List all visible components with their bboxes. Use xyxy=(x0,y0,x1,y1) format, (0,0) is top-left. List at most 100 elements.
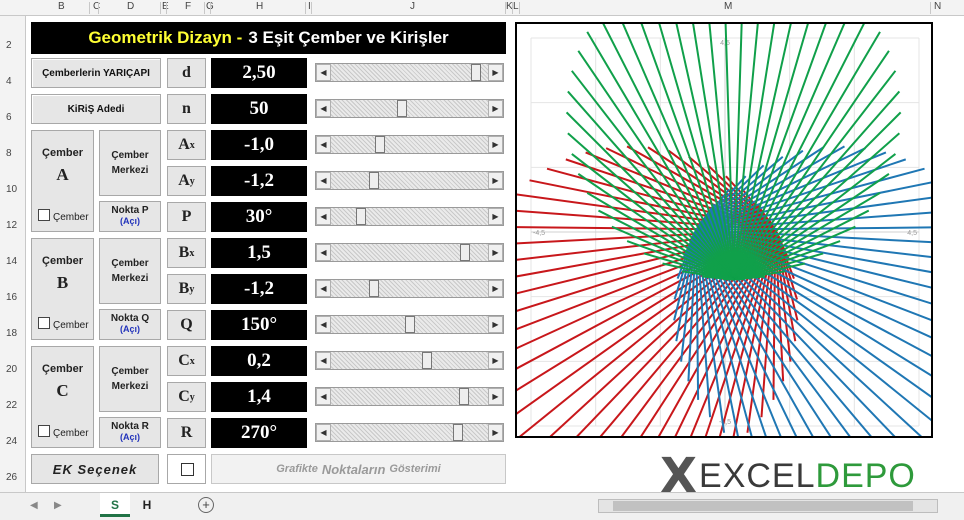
scroll-right-icon[interactable]: ▶ xyxy=(488,424,503,441)
param-slider-d[interactable]: ◀ ▶ xyxy=(315,63,504,82)
col-header-m[interactable]: M xyxy=(724,1,733,12)
scroll-right-icon[interactable]: ▶ xyxy=(488,388,503,405)
col-header-j[interactable]: J xyxy=(410,1,415,12)
angle-label: (Açı) xyxy=(120,432,140,442)
col-header-i[interactable]: I xyxy=(308,1,311,12)
param-value-q[interactable]: 150° xyxy=(211,310,307,340)
param-value-ax[interactable]: -1,0 xyxy=(211,130,307,160)
row-header[interactable]: 4 xyxy=(6,76,12,87)
param-value-ay[interactable]: -1,2 xyxy=(211,166,307,196)
sheet-tab-s[interactable]: S xyxy=(100,493,130,517)
group-letter: A xyxy=(56,165,69,184)
row-header[interactable]: 6 xyxy=(6,112,12,123)
chord-chart[interactable]: -4,5 4,5 4,5 -4,5 xyxy=(463,0,964,481)
col-header-n[interactable]: N xyxy=(934,1,942,12)
slider-thumb[interactable] xyxy=(470,64,481,81)
slider-thumb[interactable] xyxy=(422,352,433,369)
row-header[interactable]: 22 xyxy=(6,400,18,411)
param-slider-ay[interactable]: ◀ ▶ xyxy=(315,171,504,190)
col-header-k[interactable]: K xyxy=(506,1,513,12)
col-header-c[interactable]: C xyxy=(93,1,101,12)
chord-line-c xyxy=(732,0,856,280)
param-value-cx[interactable]: 0,2 xyxy=(211,346,307,376)
slider-thumb[interactable] xyxy=(369,280,380,297)
row-header[interactable]: 2 xyxy=(6,40,12,51)
show-points-label[interactable]: Grafikte Noktaların Gösterimi xyxy=(211,454,506,484)
slider-thumb[interactable] xyxy=(453,424,463,441)
scroll-right-icon[interactable]: ▶ xyxy=(488,280,503,297)
next-sheet-icon[interactable]: ▶ xyxy=(54,500,62,511)
slider-thumb[interactable] xyxy=(404,316,415,333)
scroll-right-icon[interactable]: ▶ xyxy=(488,136,503,153)
row-header[interactable]: 10 xyxy=(6,184,18,195)
extra-options-button[interactable]: EK Seçenek xyxy=(31,454,159,484)
slider-thumb[interactable] xyxy=(397,100,408,117)
param-slider-by[interactable]: ◀ ▶ xyxy=(315,279,504,298)
add-sheet-button[interactable]: + xyxy=(198,497,214,513)
circle-b-checkbox[interactable] xyxy=(38,317,50,329)
col-header-f[interactable]: F xyxy=(185,1,192,12)
slider-thumb[interactable] xyxy=(458,388,469,405)
scroll-left-icon[interactable]: ◀ xyxy=(316,100,331,117)
scroll-left-icon[interactable]: ◀ xyxy=(316,208,331,225)
scroll-right-icon[interactable]: ▶ xyxy=(488,172,503,189)
prev-sheet-icon[interactable]: ◀ xyxy=(30,500,38,511)
scroll-left-icon[interactable]: ◀ xyxy=(316,172,331,189)
col-header-h[interactable]: H xyxy=(256,1,264,12)
scroll-left-icon[interactable]: ◀ xyxy=(316,244,331,261)
col-header-l[interactable]: L xyxy=(513,1,519,12)
param-value-p[interactable]: 30° xyxy=(211,202,307,232)
chord-count-button[interactable]: KiRiŞ Adedi xyxy=(31,94,161,124)
row-header[interactable]: 16 xyxy=(6,292,18,303)
scroll-right-icon[interactable]: ▶ xyxy=(488,352,503,369)
scroll-right-icon[interactable]: ▶ xyxy=(488,208,503,225)
sheet-tab-h[interactable]: H xyxy=(142,498,152,512)
param-slider-bx[interactable]: ◀ ▶ xyxy=(315,243,504,262)
row-header[interactable]: 18 xyxy=(6,328,18,339)
show-points-checkbox[interactable] xyxy=(181,463,194,476)
param-value-n[interactable]: 50 xyxy=(211,94,307,124)
horizontal-scrollbar[interactable] xyxy=(598,499,938,513)
scrollbar-thumb[interactable] xyxy=(613,501,913,511)
param-slider-cy[interactable]: ◀ ▶ xyxy=(315,387,504,406)
col-header-d[interactable]: D xyxy=(127,1,135,12)
param-value-by[interactable]: -1,2 xyxy=(211,274,307,304)
row-header[interactable]: 26 xyxy=(6,472,18,483)
param-value-cy[interactable]: 1,4 xyxy=(211,382,307,412)
row-header[interactable]: 14 xyxy=(6,256,18,267)
slider-thumb[interactable] xyxy=(375,136,386,153)
col-header-b[interactable]: B xyxy=(58,1,65,12)
param-slider-n[interactable]: ◀ ▶ xyxy=(315,99,504,118)
param-value-d[interactable]: 2,50 xyxy=(211,58,307,88)
scroll-left-icon[interactable]: ◀ xyxy=(316,388,331,405)
scroll-left-icon[interactable]: ◀ xyxy=(316,424,331,441)
row-header[interactable]: 8 xyxy=(6,148,12,159)
scroll-right-icon[interactable]: ▶ xyxy=(488,64,503,81)
circle-a-checkbox[interactable] xyxy=(38,209,50,221)
col-header-g[interactable]: G xyxy=(206,1,214,12)
row-header[interactable]: 20 xyxy=(6,364,18,375)
scroll-left-icon[interactable]: ◀ xyxy=(316,316,331,333)
param-value-bx[interactable]: 1,5 xyxy=(211,238,307,268)
param-slider-ax[interactable]: ◀ ▶ xyxy=(315,135,504,154)
param-slider-q[interactable]: ◀ ▶ xyxy=(315,315,504,334)
param-slider-cx[interactable]: ◀ ▶ xyxy=(315,351,504,370)
col-header-e[interactable]: E xyxy=(162,1,169,12)
slider-thumb[interactable] xyxy=(369,172,380,189)
circle-c-checkbox[interactable] xyxy=(38,425,50,437)
slider-thumb[interactable] xyxy=(355,208,366,225)
scroll-left-icon[interactable]: ◀ xyxy=(316,280,331,297)
slider-thumb[interactable] xyxy=(460,244,471,261)
param-slider-r[interactable]: ◀ ▶ xyxy=(315,423,504,442)
scroll-left-icon[interactable]: ◀ xyxy=(316,352,331,369)
scroll-left-icon[interactable]: ◀ xyxy=(316,136,331,153)
param-value-r[interactable]: 270° xyxy=(211,418,307,448)
scroll-right-icon[interactable]: ▶ xyxy=(488,100,503,117)
scroll-left-icon[interactable]: ◀ xyxy=(316,64,331,81)
param-slider-p[interactable]: ◀ ▶ xyxy=(315,207,504,226)
row-header[interactable]: 12 xyxy=(6,220,18,231)
scroll-right-icon[interactable]: ▶ xyxy=(488,244,503,261)
scroll-right-icon[interactable]: ▶ xyxy=(488,316,503,333)
radius-button[interactable]: Çemberlerin YARIÇAPI xyxy=(31,58,161,88)
row-header[interactable]: 24 xyxy=(6,436,18,447)
